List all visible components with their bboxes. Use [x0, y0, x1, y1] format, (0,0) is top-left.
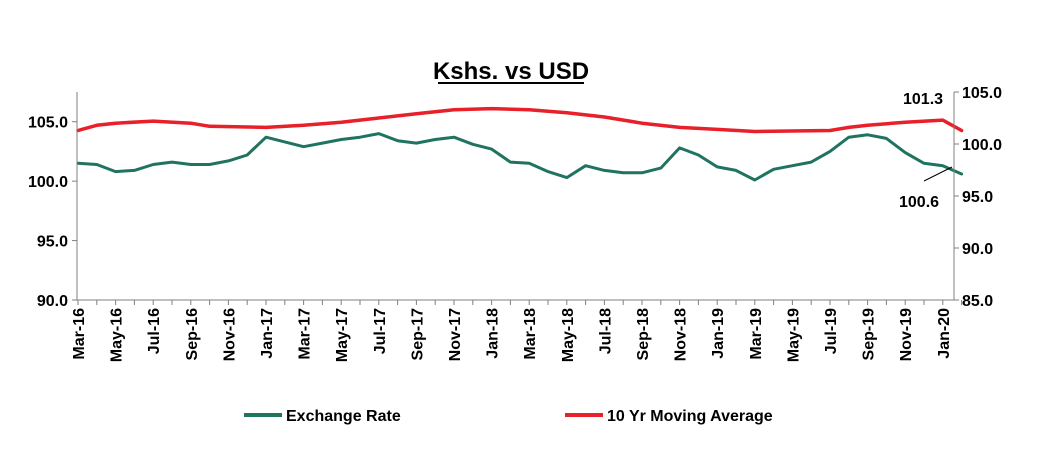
x-tick-label: Jan-19	[710, 308, 727, 359]
y-right-tick-label: 85.0	[962, 293, 993, 310]
x-tick-label: May-17	[334, 308, 351, 362]
x-tick-label: Mar-16	[71, 308, 88, 360]
x-tick-label: Nov-19	[898, 308, 915, 361]
x-tick-label: Jul-19	[823, 308, 840, 354]
legend: Exchange Rate 10 Yr Moving Average	[244, 408, 773, 425]
chart-title: Kshs. vs USD	[433, 58, 589, 85]
x-tick-label: Sep-16	[184, 308, 201, 361]
y-right-tick-label: 100.0	[962, 137, 1002, 154]
x-tick-label: May-19	[785, 308, 802, 362]
annotation-exchange-rate-last: 100.6	[899, 194, 939, 211]
x-tick-label: Nov-18	[673, 308, 690, 361]
y-right-tick-label: 95.0	[962, 189, 993, 206]
x-axis-ticks: Mar-16 May-16 Jul-16 Sep-16 Nov-16 Jan-17 Mar-…	[71, 300, 963, 362]
x-tick-label: Jul-17	[372, 308, 389, 354]
y-left-tick-label: 100.0	[28, 174, 68, 191]
y-left-tick-label: 95.0	[37, 234, 68, 251]
x-tick-label: Jul-18	[597, 308, 614, 354]
x-tick-label: Mar-19	[748, 308, 765, 360]
x-tick-label: May-18	[560, 308, 577, 362]
x-tick-label: May-16	[109, 308, 126, 362]
x-tick-label: Sep-19	[861, 308, 878, 361]
x-tick-label: Mar-17	[297, 308, 314, 360]
legend-label-exchange-rate: Exchange Rate	[286, 408, 401, 425]
x-tick-label: Jan-20	[936, 308, 953, 359]
y-right-tick-label: 90.0	[962, 241, 993, 258]
series-line-10-yr-moving-average	[76, 106, 964, 134]
x-tick-label: Jan-17	[259, 308, 276, 359]
plot-area	[76, 106, 964, 182]
legend-label-moving-average: 10 Yr Moving Average	[607, 408, 773, 425]
y-left-tick-label: 105.0	[28, 115, 68, 132]
y-left-tick-label: 90.0	[37, 293, 68, 310]
series-line-exchange-rate	[76, 132, 964, 182]
x-tick-label: Sep-18	[635, 308, 652, 361]
y-axis-left-ticks: 90.0 95.0 100.0 105.0	[28, 115, 77, 310]
x-tick-label: Mar-18	[522, 308, 539, 360]
x-tick-label: Jan-18	[485, 308, 502, 359]
y-right-tick-label: 105.0	[962, 85, 1002, 102]
annotation-moving-average-last: 101.3	[903, 91, 943, 108]
x-tick-label: Sep-17	[409, 308, 426, 361]
annotation-leader-line	[923, 166, 953, 182]
x-tick-label: Nov-17	[447, 308, 464, 361]
x-tick-label: Jul-16	[146, 308, 163, 354]
y-axis-right-ticks: 85.0 90.0 95.0 100.0 105.0	[954, 85, 1002, 310]
x-tick-label: Nov-16	[221, 308, 238, 361]
